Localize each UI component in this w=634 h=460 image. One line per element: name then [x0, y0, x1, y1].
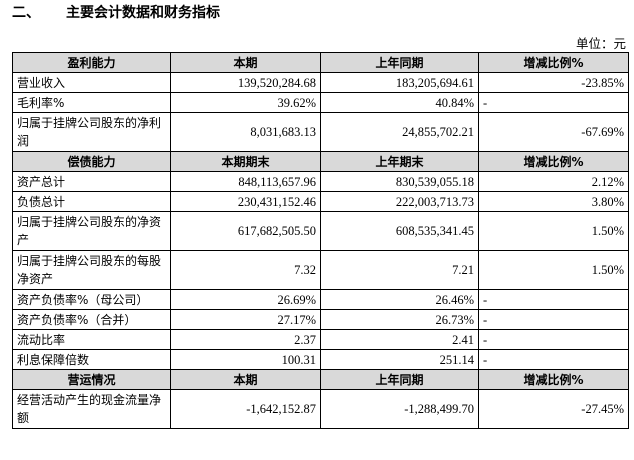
value-cell: 3.80% — [478, 191, 629, 212]
header-cell: 增减比例% — [478, 52, 629, 73]
row-label: 利息保障倍数 — [12, 349, 171, 370]
row-label: 归属于挂牌公司股东的净利润 — [12, 112, 171, 152]
value-cell: -27.45% — [478, 389, 629, 429]
value-cell: 251.14 — [320, 349, 479, 370]
data-row: 经营活动产生的现金流量净额 -1,642,152.87 -1,288,499.70-… — [12, 389, 629, 429]
value-cell: 222,003,713.73 — [320, 191, 479, 212]
value-cell: 40.84% — [320, 92, 479, 113]
data-row: 归属于挂牌公司股东的净利润 8,031,683.13 24,855,702.21 -6… — [12, 112, 629, 152]
header-cell: 上年同期 — [320, 52, 479, 73]
value-cell: 1.50% — [478, 250, 629, 290]
data-row: 营业收入 139,520,284.68 183,205,694.61 -23.85% — [12, 72, 629, 93]
value-cell: 848,113,657.96 — [170, 171, 321, 192]
value-cell: 27.17% — [170, 309, 321, 330]
value-cell: - — [478, 329, 629, 350]
header-cell: 本期 — [170, 52, 321, 73]
value-cell: 8,031,683.13 — [170, 112, 321, 152]
header-cell: 增减比例% — [478, 151, 629, 172]
row-label: 资产负债率%（母公司） — [12, 289, 171, 310]
value-cell: 26.69% — [170, 289, 321, 310]
value-cell: 26.73% — [320, 309, 479, 330]
unit-label: 单位：元 — [575, 36, 626, 51]
data-row: 归属于挂牌公司股东的每股净资产 7.32 7.21 1.50% — [12, 250, 629, 290]
section-title: 主要会计数据和财务指标 — [66, 5, 220, 21]
data-row: 资产总计 848,113,657.96 830,539,055.18 2.12% — [12, 171, 629, 192]
data-row: 归属于挂牌公司股东的净资产 617,682,505.50 608,535,341.4… — [12, 211, 629, 251]
row-label: 经营活动产生的现金流量净额 — [12, 389, 171, 429]
value-cell: 830,539,055.18 — [320, 171, 479, 192]
row-label: 负债总计 — [12, 191, 171, 212]
header-row: 盈利能力 本期 上年同期 增减比例% — [12, 52, 629, 73]
value-cell: 26.46% — [320, 289, 479, 310]
value-cell: 1.50% — [478, 211, 629, 251]
header-cell: 增减比例% — [478, 369, 629, 390]
value-cell: 230,431,152.46 — [170, 191, 321, 212]
row-label: 毛利率% — [12, 92, 171, 113]
value-cell: - — [478, 309, 629, 330]
section-number: 二、 — [12, 5, 40, 21]
data-row: 负债总计 230,431,152.46 222,003,713.73 3.80% — [12, 191, 629, 212]
header-row: 营运情况 本期 上年同期 增减比例% — [12, 369, 629, 390]
header-cell: 本期 — [170, 369, 321, 390]
data-row: 利息保障倍数 100.31 251.14- — [12, 349, 629, 370]
header-cell: 盈利能力 — [12, 52, 171, 73]
value-cell: 2.41 — [320, 329, 479, 350]
value-cell: 39.62% — [170, 92, 321, 113]
value-cell: 183,205,694.61 — [320, 72, 479, 93]
header-cell: 偿债能力 — [12, 151, 171, 172]
row-label: 流动比率 — [12, 329, 171, 350]
header-cell: 上年期末 — [320, 151, 479, 172]
header-row: 偿债能力 本期期末 上年期末 增减比例% — [12, 151, 629, 172]
row-label: 资产总计 — [12, 171, 171, 192]
data-row: 流动比率 2.37 2.41- — [12, 329, 629, 350]
header-cell: 营运情况 — [12, 369, 171, 390]
data-row: 资产负债率%（合并） 27.17% 26.73% - — [12, 309, 629, 330]
row-label: 营业收入 — [12, 72, 171, 93]
value-cell: 617,682,505.50 — [170, 211, 321, 251]
row-label: 归属于挂牌公司股东的净资产 — [12, 211, 171, 251]
value-cell: 2.37 — [170, 329, 321, 350]
header-cell: 本期期末 — [170, 151, 321, 172]
value-cell: - — [478, 289, 629, 310]
value-cell: 139,520,284.68 — [170, 72, 321, 93]
value-cell: - — [478, 349, 629, 370]
data-row: 毛利率% 39.62% 40.84% - — [12, 92, 629, 113]
value-cell: -67.69% — [478, 112, 629, 152]
value-cell: -1,642,152.87 — [170, 389, 321, 429]
value-cell: -1,288,499.70 — [320, 389, 479, 429]
data-row: 资产负债率%（母公司） 26.69% 26.46% - — [12, 289, 629, 310]
value-cell: 100.31 — [170, 349, 321, 370]
value-cell: 2.12% — [478, 171, 629, 192]
header-cell: 上年同期 — [320, 369, 479, 390]
row-label: 资产负债率%（合并） — [12, 309, 171, 330]
value-cell: 608,535,341.45 — [320, 211, 479, 251]
row-label: 归属于挂牌公司股东的每股净资产 — [12, 250, 171, 290]
value-cell: 7.32 — [170, 250, 321, 290]
section-heading: 二、 主要会计数据和财务指标 — [12, 2, 220, 22]
value-cell: 24,855,702.21 — [320, 112, 479, 152]
financial-table: 盈利能力 本期 上年同期 增减比例% 营业收入 139,520,284.68 183,205… — [12, 52, 629, 429]
value-cell: - — [478, 92, 629, 113]
value-cell: 7.21 — [320, 250, 479, 290]
value-cell: -23.85% — [478, 72, 629, 93]
